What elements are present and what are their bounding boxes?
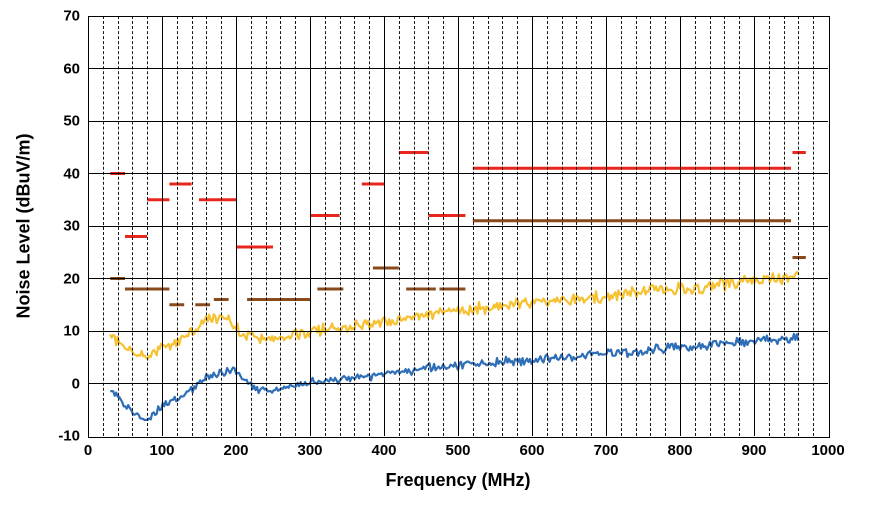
y-tick-label: 50 xyxy=(63,113,80,130)
y-tick-label: 60 xyxy=(63,60,80,77)
x-tick-label: 800 xyxy=(667,442,692,459)
x-tick-label: 500 xyxy=(445,442,470,459)
y-axis-label: Noise Level (dBuV/m) xyxy=(14,133,35,318)
x-tick-label: 600 xyxy=(519,442,544,459)
y-tick-label: 10 xyxy=(63,323,80,340)
x-tick-label: 100 xyxy=(149,442,174,459)
y-tick-label: 30 xyxy=(63,218,80,235)
major-gridline xyxy=(88,383,828,384)
x-tick-label: 900 xyxy=(741,442,766,459)
major-gridline xyxy=(88,173,828,174)
major-gridline xyxy=(88,331,828,332)
x-tick-label: 1000 xyxy=(811,442,844,459)
x-tick-label: 400 xyxy=(371,442,396,459)
major-gridline xyxy=(88,278,828,279)
y-tick-label: 20 xyxy=(63,270,80,287)
y-tick-label: 0 xyxy=(72,375,80,392)
y-tick-label: 40 xyxy=(63,165,80,182)
major-gridline xyxy=(88,68,828,69)
x-axis-label: Frequency (MHz) xyxy=(385,470,530,491)
x-tick-label: 700 xyxy=(593,442,618,459)
y-tick-label: -10 xyxy=(58,428,80,445)
x-tick-label: 0 xyxy=(84,442,92,459)
major-gridline xyxy=(88,121,828,122)
x-tick-label: 300 xyxy=(297,442,322,459)
y-tick-label: 70 xyxy=(63,8,80,25)
chart-container: Frequency (MHz) Noise Level (dBuV/m) 0 10… xyxy=(0,0,876,521)
x-tick-label: 200 xyxy=(223,442,248,459)
major-gridline xyxy=(88,226,828,227)
